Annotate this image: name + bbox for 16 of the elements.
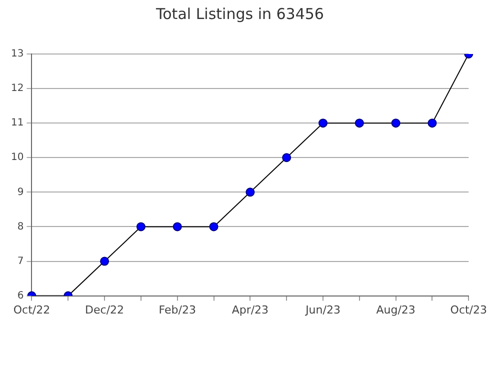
y-tick-label: 6 — [17, 290, 24, 302]
x-tick-label: Oct/23 — [450, 303, 488, 316]
y-tick-label: 12 — [10, 83, 24, 94]
x-tick-label: Feb/23 — [158, 303, 196, 316]
y-tick-label: 9 — [17, 186, 24, 198]
y-tick-label: 8 — [17, 221, 24, 232]
y-tick-label: 7 — [17, 256, 24, 267]
chart-title: Total Listings in 63456 — [155, 4, 324, 23]
x-tick-label: Apr/23 — [232, 303, 269, 316]
y-tick-label: 11 — [10, 118, 24, 129]
x-tick-label: Jun/23 — [304, 303, 340, 316]
x-tick-label: Aug/23 — [376, 303, 416, 316]
y-tick-label: 10 — [10, 152, 24, 164]
x-tick-label: Oct/22 — [13, 303, 50, 316]
y-tick-label: 13 — [10, 48, 24, 60]
x-tick-label: Dec/22 — [85, 303, 124, 316]
